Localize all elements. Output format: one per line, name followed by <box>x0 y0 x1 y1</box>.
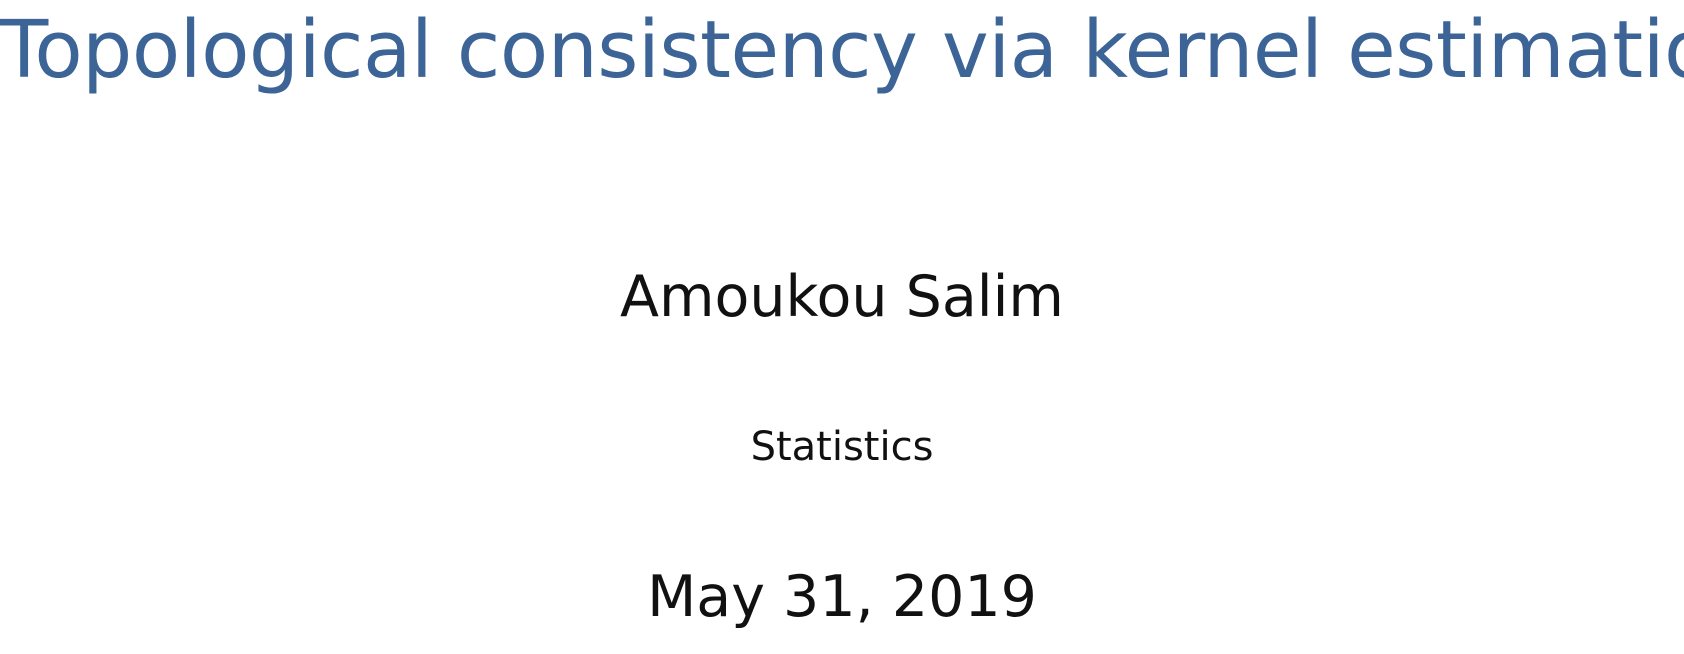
institute-label: Statistics <box>750 424 934 470</box>
presentation-date: May 31, 2019 <box>647 564 1037 630</box>
author-name: Amoukou Salim <box>620 264 1064 330</box>
slide-title: Topological consistency via kernel estim… <box>0 4 1684 96</box>
